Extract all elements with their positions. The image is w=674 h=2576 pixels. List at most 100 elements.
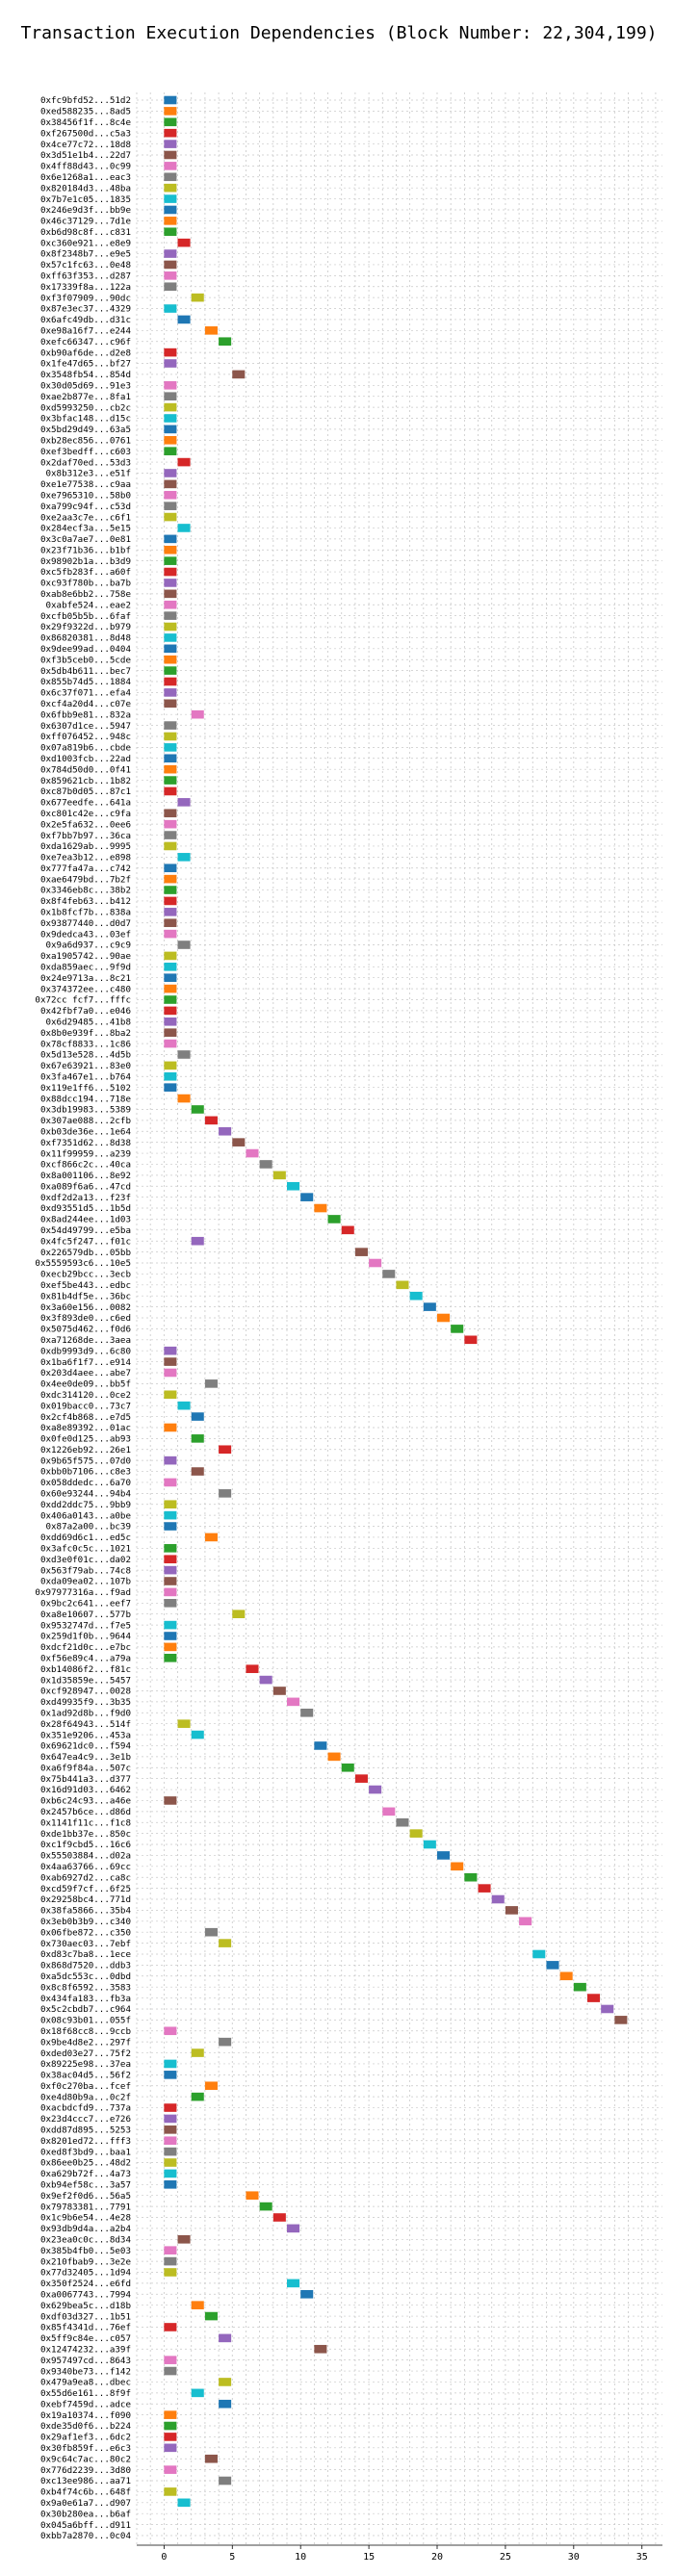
y-tick-label: 0x3c0a7ae7...0e81: [40, 534, 131, 545]
transaction-bar: [164, 918, 177, 928]
y-tick-label: 0x9a6d937...c9c9: [45, 940, 131, 951]
y-tick-label: 0x08c93b01...055f: [40, 2016, 131, 2026]
y-tick-label: 0x5bd29d49...63a5: [40, 425, 131, 435]
y-tick-label: 0x1141f11c...f1c8: [40, 1817, 131, 1828]
y-tick-label: 0x87a2a00...bc39: [45, 1522, 131, 1533]
transaction-bar: [164, 227, 177, 237]
transaction-bar: [164, 2147, 177, 2156]
transaction-bar: [164, 1587, 177, 1597]
y-tick-label: 0x30fb859f...e6c3: [40, 2443, 131, 2454]
y-tick-label: 0x5559593c6...10e5: [35, 1258, 131, 1269]
y-tick-label: 0xe7965310...58b0: [40, 490, 131, 501]
y-tick-label: 0x89225e98...37ea: [40, 2059, 131, 2070]
y-tick-label: 0x97977316a...f9ad: [35, 1587, 131, 1598]
transaction-bar: [204, 2311, 218, 2321]
transaction-bar: [164, 435, 177, 445]
transaction-bar: [164, 1577, 177, 1585]
transaction-bar: [164, 2125, 177, 2134]
y-tick-label: 0x8b0e939f...8ba2: [40, 1028, 131, 1039]
transaction-bar: [177, 1094, 191, 1103]
y-tick-label: 0x8f2348b7...e9e5: [40, 249, 131, 260]
y-tick-label: 0xc1f9cbd5...16c6: [40, 1840, 131, 1850]
transaction-bar: [272, 2213, 286, 2222]
y-tick-label: 0xc360e921...e8e9: [40, 238, 131, 248]
y-tick-label: 0xc5fb283f...a60f: [40, 567, 131, 578]
transaction-bar: [164, 2114, 177, 2124]
y-tick-label: 0x859621cb...1b82: [40, 776, 131, 786]
transaction-bar: [164, 1510, 177, 1520]
transaction-bar: [164, 776, 177, 785]
y-tick-label: 0xef5be443...edbc: [40, 1280, 131, 1291]
y-tick-label: 0x045a6bff...d911: [40, 2520, 131, 2531]
y-tick-label: 0x9532747d...f7e5: [40, 1620, 131, 1631]
y-tick-label: 0xabfe524...eae2: [45, 600, 131, 610]
transaction-bar: [314, 1741, 327, 1750]
y-tick-label: 0xb6d98c8f...c831: [40, 227, 131, 238]
y-tick-label: 0x85f4341d...76ef: [40, 2323, 131, 2333]
transaction-bar: [164, 1632, 177, 1640]
transaction-bar: [164, 1565, 177, 1575]
y-tick-label: 0x54d49799...e5ba: [40, 1225, 131, 1236]
transaction-bar: [164, 841, 177, 851]
y-tick-label: 0x8ad244ee...1d03: [40, 1215, 131, 1225]
transaction-bar: [246, 1664, 259, 1673]
transaction-bar: [519, 1917, 532, 1926]
transaction-bar: [191, 2388, 204, 2398]
y-tick-label: 0xde35d0f6...b224: [40, 2421, 132, 2432]
y-tick-label: 0x1b8fcf7b...838a: [40, 908, 131, 918]
y-tick-label: 0x226579db...05bb: [40, 1248, 131, 1258]
y-tick-label: 0xa71268de...3aea: [40, 1335, 131, 1346]
y-tick-label: 0x4ee0de09...bb5f: [40, 1379, 131, 1390]
transaction-bar: [164, 2356, 177, 2364]
transaction-bar: [164, 2443, 177, 2453]
y-tick-label: 0xf3f07909...90dc: [40, 293, 131, 303]
y-tick-label: 0xa8e10607...577b: [40, 1610, 131, 1620]
transaction-bar: [164, 666, 177, 675]
y-tick-label: 0x30b280ea...b6af: [40, 2509, 131, 2519]
transaction-bar: [164, 2169, 177, 2178]
y-tick-label: 0x629bea5c...d18b: [40, 2301, 131, 2311]
transaction-bar: [164, 831, 177, 839]
y-tick-label: 0x46c37129...7d1e: [40, 217, 131, 227]
transaction-bar: [164, 194, 177, 203]
transaction-bar: [300, 2289, 314, 2299]
transaction-bar: [451, 1325, 464, 1333]
transaction-bar: [164, 819, 177, 829]
transaction-bar: [164, 107, 177, 116]
y-tick-label: 0x29af1ef3...6dc2: [40, 2433, 131, 2443]
transaction-bar: [177, 2498, 191, 2508]
grid-layer: [136, 92, 662, 2545]
y-tick-label: 0xef3bedff...c603: [40, 447, 131, 457]
y-tick-label: 0x6afc49db...d31c: [40, 315, 131, 325]
y-tick-label: 0xdc314120...0ce2: [40, 1390, 131, 1401]
transaction-bar: [164, 721, 177, 730]
transaction-bar: [164, 2026, 177, 2036]
transaction-bar: [164, 502, 177, 510]
y-tick-label: 0xdb9993d9...6c80: [40, 1346, 131, 1356]
transaction-bar: [259, 2202, 272, 2211]
x-tick-label: 5: [229, 2552, 235, 2563]
y-tick-label: 0x6d29485...41b8: [45, 1017, 131, 1027]
y-tick-label: 0xded03e27...75f2: [40, 2048, 131, 2059]
transaction-bar: [164, 622, 177, 631]
transaction-bar: [505, 1906, 518, 1915]
y-tick-label: 0x385b4fb0...5e03: [40, 2246, 131, 2256]
transaction-bar: [219, 2037, 232, 2047]
transaction-bar: [164, 786, 177, 796]
y-tick-label: 0x78cf8833...1c86: [40, 1039, 131, 1049]
y-tick-label: 0xf3b5ceb0...5cde: [40, 655, 131, 665]
y-tick-label: 0x9be4d8e2...297f: [40, 2037, 131, 2048]
transaction-bar: [573, 1982, 586, 1992]
transaction-bar: [451, 1862, 464, 1871]
transaction-bar: [164, 874, 177, 884]
transaction-bar: [164, 809, 177, 818]
y-tick-label: 0x18f68cc8...9ccb: [40, 2026, 131, 2037]
y-tick-label: 0x730aec03...7ebf: [40, 1939, 131, 1949]
y-tick-label: 0x3eb0b3b9...c340: [40, 1917, 131, 1927]
transaction-bar: [437, 1313, 451, 1323]
transaction-bar: [464, 1872, 478, 1882]
transaction-bar: [164, 556, 177, 565]
transaction-bar: [164, 2136, 177, 2146]
transaction-bar: [601, 2004, 614, 2014]
y-tick-label: 0xa089f6a6...47cd: [40, 1181, 131, 1192]
